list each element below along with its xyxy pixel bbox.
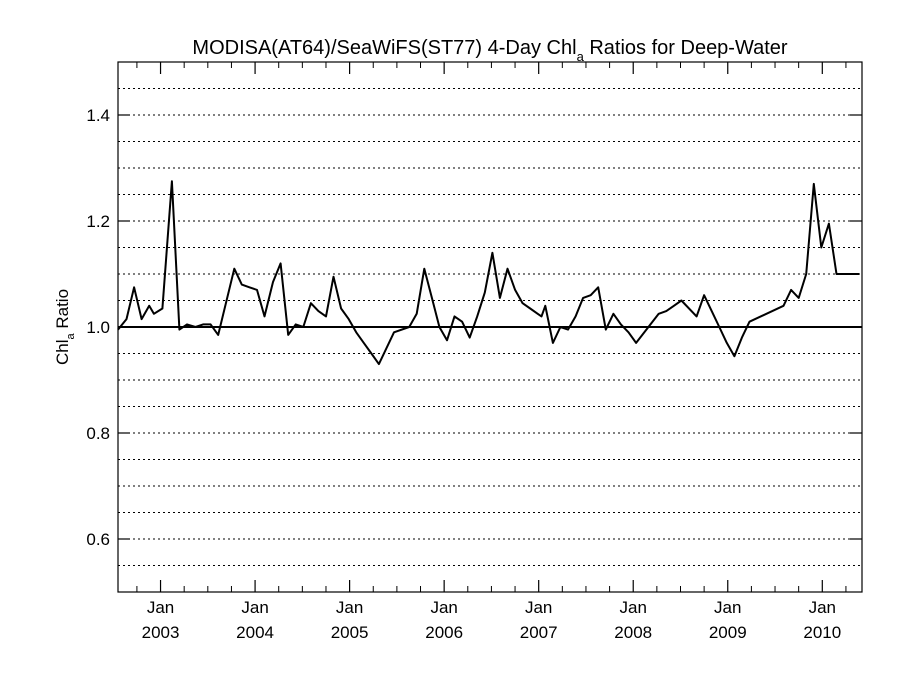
y-axis-label-rest: Ratio	[53, 289, 72, 333]
x-tick-label-month: Jan	[525, 598, 552, 617]
x-tick-label-month: Jan	[620, 598, 647, 617]
y-axis-ticks: 0.6 0.8 1.0 1.2 1.4	[86, 106, 862, 549]
x-tick-label-year: 2006	[425, 623, 463, 642]
x-axis-ticks: Jan 2003 Jan 2004 Jan 2005 Jan 2006 Jan 2007 Jan 20…	[136, 62, 847, 642]
y-tick-label: 0.6	[86, 530, 110, 549]
chart-title: MODISA(AT64)/SeaWiFS(ST77) 4-Day Chla Ra…	[192, 37, 788, 64]
x-tick-label-month: Jan	[714, 598, 741, 617]
series-line	[117, 180, 860, 366]
x-tick-label-month: Jan	[336, 598, 363, 617]
y-axis-label-subscript: a	[65, 333, 77, 340]
y-tick-label: 0.8	[86, 424, 110, 443]
chart-title-main: MODISA(AT64)/SeaWiFS(ST77) 4-Day Chl	[192, 37, 576, 59]
x-tick-label-year: 2005	[331, 623, 369, 642]
x-tick-label-month: Jan	[809, 598, 836, 617]
y-tick-label: 1.2	[86, 212, 110, 231]
x-tick-label-month: Jan	[430, 598, 457, 617]
y-axis-label: Chla Ratio	[53, 289, 77, 365]
x-tick-label-year: 2004	[236, 623, 274, 642]
x-tick-label-month: Jan	[147, 598, 174, 617]
chart-title-subscript: a	[577, 49, 585, 64]
y-tick-label: 1.0	[86, 318, 110, 337]
y-axis-label-main: Chl	[53, 340, 72, 366]
x-tick-label-year: 2003	[142, 623, 180, 642]
plot-frame	[117, 61, 863, 593]
x-tick-label-month: Jan	[241, 598, 268, 617]
y-tick-label: 1.4	[86, 106, 110, 125]
chart-title-rest: Ratios for Deep-Water	[584, 37, 788, 59]
x-tick-label-year: 2007	[520, 623, 558, 642]
grid-lines	[118, 88, 862, 566]
x-tick-label-year: 2009	[709, 623, 747, 642]
x-tick-label-year: 2010	[803, 623, 841, 642]
x-tick-label-year: 2008	[614, 623, 652, 642]
